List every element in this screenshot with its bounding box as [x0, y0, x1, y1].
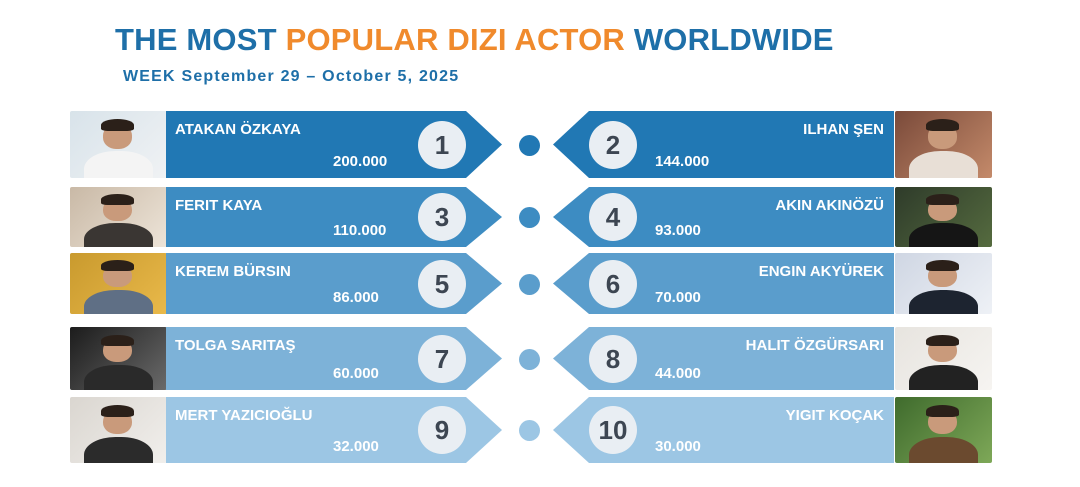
week-subtitle: WEEK September 29 – October 5, 2025: [123, 68, 460, 85]
photo-figure-body: [908, 364, 979, 390]
rank-badge: 2: [589, 120, 637, 169]
actor-photo: [70, 397, 167, 463]
actor-photo: [70, 253, 167, 314]
rank-badge: 9: [418, 406, 466, 454]
actor-photo: [70, 187, 167, 247]
divider-dot: [519, 134, 540, 156]
title-part-3: WORLDWIDE: [625, 22, 834, 57]
divider-dot: [519, 207, 540, 228]
photo-figure-hair: [101, 334, 134, 346]
photo-figure-hair: [101, 119, 134, 132]
left-bar-shape: [166, 397, 502, 463]
right-bar-shape: [553, 111, 894, 178]
left-bar-arrow: [166, 397, 502, 463]
actor-name: ATAKAN ÖZKAYA: [175, 121, 301, 138]
actor-name: TOLGA SARITAŞ: [175, 337, 296, 354]
right-bar-arrow: [553, 111, 894, 178]
photo-figure-body: [83, 223, 154, 247]
left-bar-arrow: [166, 187, 502, 247]
photo-figure-hair: [926, 404, 959, 417]
page-title: THE MOST POPULAR DIZI ACTOR WORLDWIDE: [115, 22, 834, 58]
right-bar-shape: [553, 187, 894, 247]
actor-score: 86.000: [333, 289, 379, 306]
left-bar-arrow: [166, 327, 502, 390]
right-bar-arrow: [553, 397, 894, 463]
title-highlight: POPULAR DIZI ACTOR: [285, 22, 626, 57]
rank-badge: 5: [418, 259, 466, 308]
photo-figure-hair: [926, 334, 959, 346]
right-bar-arrow: [553, 187, 894, 247]
photo-figure-body: [908, 223, 979, 247]
actor-name: YIGIT KOÇAK: [785, 407, 884, 424]
rank-badge: 3: [418, 193, 466, 241]
photo-figure-body: [908, 289, 979, 314]
actor-score: 93.000: [655, 222, 701, 239]
actor-photo: [895, 111, 992, 178]
left-bar-shape: [166, 327, 502, 390]
actor-photo: [895, 187, 992, 247]
divider-dot: [519, 348, 540, 370]
photo-figure-body: [908, 151, 979, 178]
actor-photo: [895, 253, 992, 314]
photo-figure-body: [83, 436, 154, 463]
left-bar-shape: [166, 187, 502, 247]
photo-figure-body: [908, 436, 979, 463]
right-bar-shape: [553, 327, 894, 390]
actor-score: 200.000: [333, 153, 388, 170]
actor-name: KEREM BÜRSIN: [175, 263, 291, 280]
photo-figure-hair: [926, 119, 959, 132]
photo-figure-hair: [101, 404, 134, 417]
actor-name: ENGIN AKYÜREK: [758, 263, 884, 280]
rank-badge: 10: [589, 406, 637, 454]
actor-score: 30.000: [655, 438, 701, 455]
photo-figure-body: [83, 151, 154, 178]
actor-name: AKIN AKINÖZÜ: [775, 197, 884, 214]
divider-dot: [519, 273, 540, 295]
photo-figure-body: [83, 364, 154, 390]
rank-badge: 7: [418, 334, 466, 383]
actor-name: ILHAN ŞEN: [803, 121, 884, 138]
divider-dot: [519, 420, 540, 441]
right-bar-shape: [553, 253, 894, 314]
actor-name: HALIT ÖZGÜRSARI: [745, 337, 884, 354]
photo-figure-hair: [926, 194, 959, 205]
photo-figure-body: [83, 289, 154, 314]
photo-figure-hair: [926, 260, 959, 272]
photo-figure-hair: [101, 260, 134, 272]
actor-photo: [70, 327, 167, 390]
right-bar-arrow: [553, 327, 894, 390]
left-bar-shape: [166, 111, 502, 178]
actor-score: 44.000: [655, 365, 701, 382]
actor-photo: [70, 111, 167, 178]
title-part-1: THE MOST: [115, 22, 286, 57]
rank-badge: 4: [589, 193, 637, 241]
rank-badge: 8: [589, 334, 637, 383]
photo-figure-hair: [101, 194, 134, 205]
left-bar-arrow: [166, 253, 502, 314]
actor-score: 70.000: [655, 289, 701, 306]
actor-name: FERIT KAYA: [175, 197, 263, 214]
left-bar-arrow: [166, 111, 502, 178]
rank-badge: 1: [418, 120, 466, 169]
actor-score: 144.000: [655, 153, 710, 170]
left-bar-shape: [166, 253, 502, 314]
actor-score: 32.000: [333, 438, 379, 455]
actor-score: 110.000: [333, 222, 387, 239]
actor-photo: [895, 397, 992, 463]
actor-photo: [895, 327, 992, 390]
actor-score: 60.000: [333, 365, 379, 382]
rank-badge: 6: [589, 259, 637, 308]
actor-name: MERT YAZICIOĞLU: [175, 407, 313, 424]
right-bar-shape: [553, 397, 894, 463]
right-bar-arrow: [553, 253, 894, 314]
